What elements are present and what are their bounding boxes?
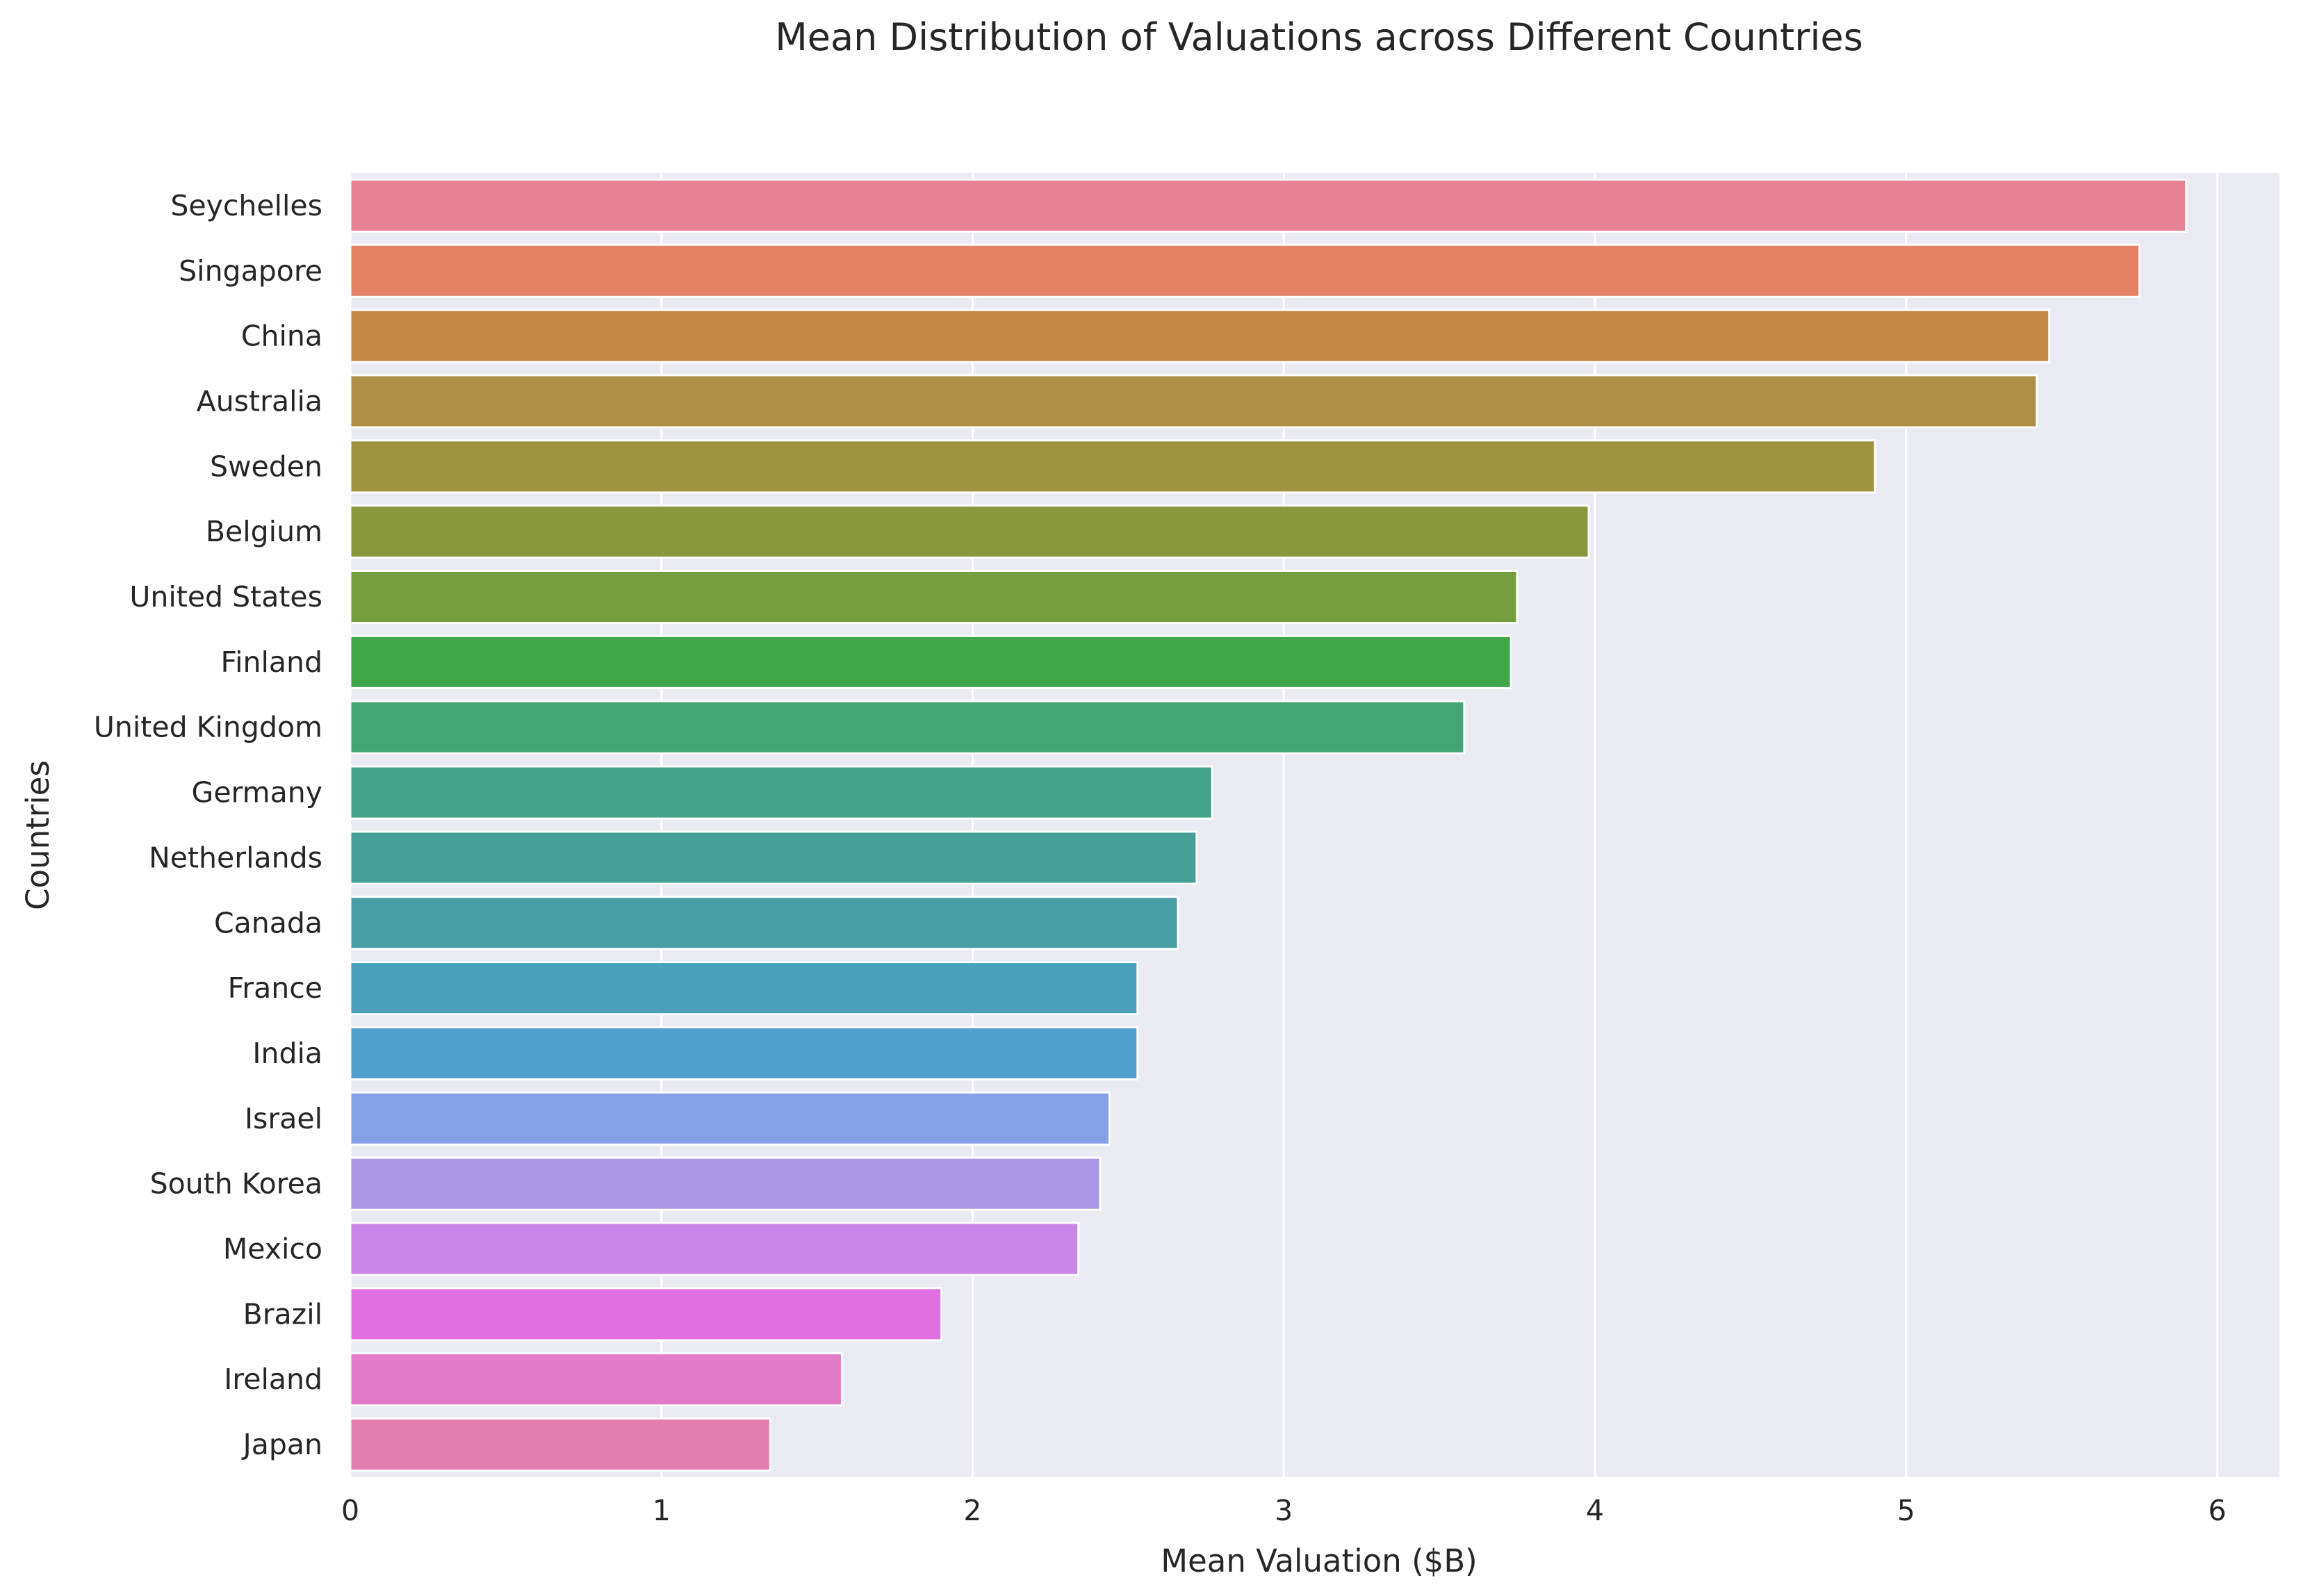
bars	[349, 178, 2188, 1472]
y-tick-labels: Seychelles Singapore China Australia Sweden B…	[94, 189, 322, 1461]
bar	[349, 634, 1512, 689]
y-tick-label: United Kingdom	[94, 711, 322, 744]
bar	[349, 896, 1179, 951]
bar	[349, 178, 2188, 233]
chart-title: Mean Distribution of Valuations across D…	[775, 15, 1863, 59]
bar	[349, 1091, 1111, 1146]
bar	[349, 1026, 1139, 1081]
x-tick-label: 4	[1586, 1494, 1604, 1527]
bar	[349, 308, 2051, 363]
bar	[349, 1156, 1102, 1211]
bar	[349, 374, 2038, 429]
x-tick-label: 5	[1897, 1494, 1915, 1527]
x-tick-label: 3	[1275, 1494, 1293, 1527]
x-tick-label: 6	[2208, 1494, 2226, 1527]
y-tick-label: Belgium	[206, 515, 322, 548]
y-tick-label: Canada	[214, 906, 322, 939]
y-tick-label: Finland	[220, 645, 322, 679]
plot-area	[350, 173, 2280, 1477]
y-tick-label: Germany	[192, 776, 322, 809]
y-tick-label: Singapore	[179, 254, 322, 288]
bar	[349, 1287, 943, 1342]
bar	[349, 1352, 843, 1407]
y-tick-label: India	[252, 1037, 322, 1070]
y-tick-label: Mexico	[223, 1233, 322, 1266]
x-tick-label: 2	[963, 1494, 981, 1527]
y-tick-label: Brazil	[243, 1297, 322, 1331]
x-tick-label: 1	[653, 1494, 671, 1527]
bar	[349, 961, 1139, 1016]
bar	[349, 439, 1876, 494]
x-axis-label: Mean Valuation ($B)	[1161, 1542, 1478, 1579]
y-tick-label: Ireland	[224, 1363, 322, 1396]
bar	[349, 765, 1213, 820]
bar	[349, 700, 1466, 755]
y-tick-label: United States	[129, 580, 322, 614]
bar	[349, 569, 1519, 625]
x-tick-labels: 0 1 2 3 4 5 6	[341, 1494, 2227, 1527]
y-tick-label: China	[241, 320, 322, 353]
y-tick-label: South Korea	[150, 1167, 322, 1201]
bar	[349, 830, 1198, 885]
y-tick-label: Netherlands	[149, 841, 322, 874]
bar	[349, 504, 1590, 559]
y-tick-label: Sweden	[210, 450, 322, 483]
y-tick-label: Seychelles	[170, 189, 322, 222]
y-tick-label: Australia	[197, 384, 322, 418]
y-tick-label: Israel	[245, 1102, 322, 1135]
bar	[349, 1221, 1080, 1276]
y-tick-label: Japan	[241, 1428, 322, 1461]
y-axis-label: Countries	[19, 760, 56, 910]
bar	[349, 1417, 771, 1472]
y-tick-label: France	[228, 971, 322, 1005]
bar	[349, 243, 2141, 298]
x-tick-label: 0	[341, 1494, 359, 1527]
